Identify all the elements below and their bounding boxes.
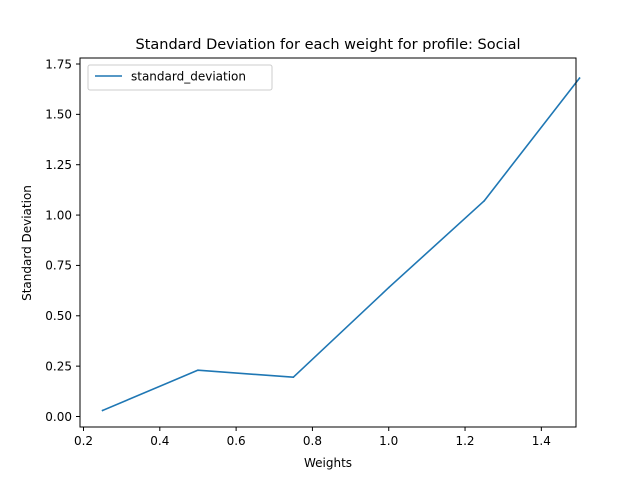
x-tick-label: 0.6 <box>227 434 246 448</box>
legend: standard_deviation <box>87 64 273 91</box>
x-axis-ticks: 0.2 0.4 0.6 0.8 1.0 1.2 1.4 <box>74 427 551 448</box>
legend-box <box>87 64 273 91</box>
y-tick-label: 1.75 <box>45 57 72 71</box>
y-axis-ticks: 0.00 0.25 0.50 0.75 1.00 1.25 1.50 1.75 <box>45 57 80 424</box>
y-tick-label: 1.25 <box>45 158 72 172</box>
x-axis-label: Weights <box>304 456 352 470</box>
y-axis-label: Standard Deviation <box>20 185 34 301</box>
series-layer <box>101 76 581 412</box>
x-tick-label: 1.2 <box>455 434 474 448</box>
data-point <box>101 409 104 412</box>
y-tick-label: 1.50 <box>45 108 72 122</box>
data-point <box>578 77 581 79</box>
y-tick-label: 1.00 <box>45 208 72 222</box>
chart-title: Standard Deviation for each weight for p… <box>136 37 521 53</box>
x-tick-label: 0.4 <box>150 434 169 448</box>
plot-area <box>80 58 576 427</box>
series-line-standard-deviation <box>101 76 581 412</box>
plot-background <box>80 58 576 427</box>
data-point <box>197 369 199 371</box>
y-tick-label: 0.75 <box>45 259 72 273</box>
plot-frame <box>79 57 577 428</box>
legend-label-standard-deviation: standard_deviation <box>131 70 246 84</box>
x-tick-label: 1.4 <box>532 434 551 448</box>
data-point <box>387 286 390 289</box>
y-tick-label: 0.00 <box>45 410 72 424</box>
x-tick-label: 1.0 <box>379 434 398 448</box>
x-tick-label: 0.2 <box>74 434 93 448</box>
data-point <box>483 200 485 202</box>
x-tick-label: 0.8 <box>303 434 322 448</box>
data-point <box>292 376 295 379</box>
y-tick-label: 0.50 <box>45 309 72 323</box>
y-tick-label: 0.25 <box>45 359 72 373</box>
